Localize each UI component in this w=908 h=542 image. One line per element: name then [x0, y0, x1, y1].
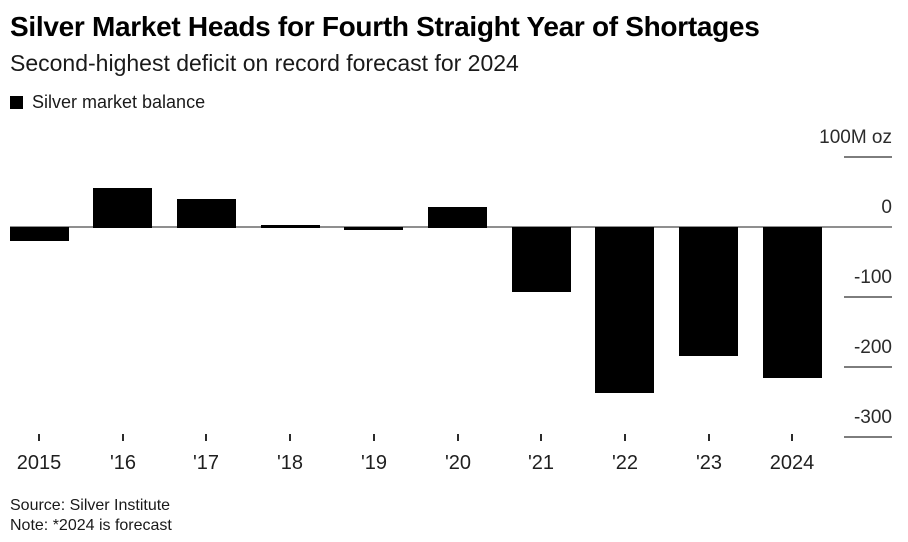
legend-swatch-icon	[10, 95, 23, 109]
bar-2015	[10, 227, 69, 241]
ytick-label: -300	[853, 407, 892, 428]
bar-22	[595, 227, 654, 393]
xtick-mark	[624, 434, 626, 441]
xtick-label: '21	[527, 452, 555, 474]
ytick-label: -100	[853, 267, 892, 288]
bar-16	[93, 188, 152, 228]
forecast-note: Note: *2024 is forecast	[10, 517, 172, 534]
xtick-mark	[791, 434, 793, 441]
xtick-label: '18	[276, 452, 304, 474]
bar-20	[428, 207, 487, 228]
xtick-mark	[373, 434, 375, 441]
xtick-label: 2024	[769, 452, 815, 474]
xtick-label: 2015	[16, 452, 62, 474]
xtick-mark	[289, 434, 291, 441]
chart-subtitle: Second-highest deficit on record forecas…	[10, 50, 519, 76]
bar-21	[512, 227, 571, 292]
xtick-label: '23	[695, 452, 723, 474]
xtick-label: '19	[360, 452, 388, 474]
xtick-mark	[457, 434, 459, 441]
chart-title: Silver Market Heads for Fourth Straight …	[10, 11, 760, 42]
bar-17	[177, 199, 236, 228]
ytick-label: 0	[881, 197, 892, 218]
legend-label: Silver market balance	[32, 91, 206, 112]
xtick-mark	[122, 434, 124, 441]
xtick-label: '17	[192, 452, 220, 474]
xtick-mark	[205, 434, 207, 441]
ytick-line	[844, 366, 892, 368]
bar-2024	[763, 227, 822, 378]
ytick-line	[844, 296, 892, 298]
bar-18	[261, 225, 320, 228]
ytick-line	[844, 436, 892, 438]
bar-19	[344, 227, 403, 230]
ytick-label: 100M oz	[819, 127, 892, 148]
bar-23	[679, 227, 738, 356]
xtick-label: '20	[444, 452, 472, 474]
source-note: Source: Silver Institute	[10, 497, 171, 514]
ytick-line	[844, 156, 892, 158]
ytick-label: -200	[853, 337, 892, 358]
xtick-mark	[540, 434, 542, 441]
xtick-label: '16	[109, 452, 137, 474]
legend: Silver market balance	[10, 92, 205, 112]
xtick-label: '22	[611, 452, 639, 474]
xtick-mark	[38, 434, 40, 441]
xtick-mark	[708, 434, 710, 441]
